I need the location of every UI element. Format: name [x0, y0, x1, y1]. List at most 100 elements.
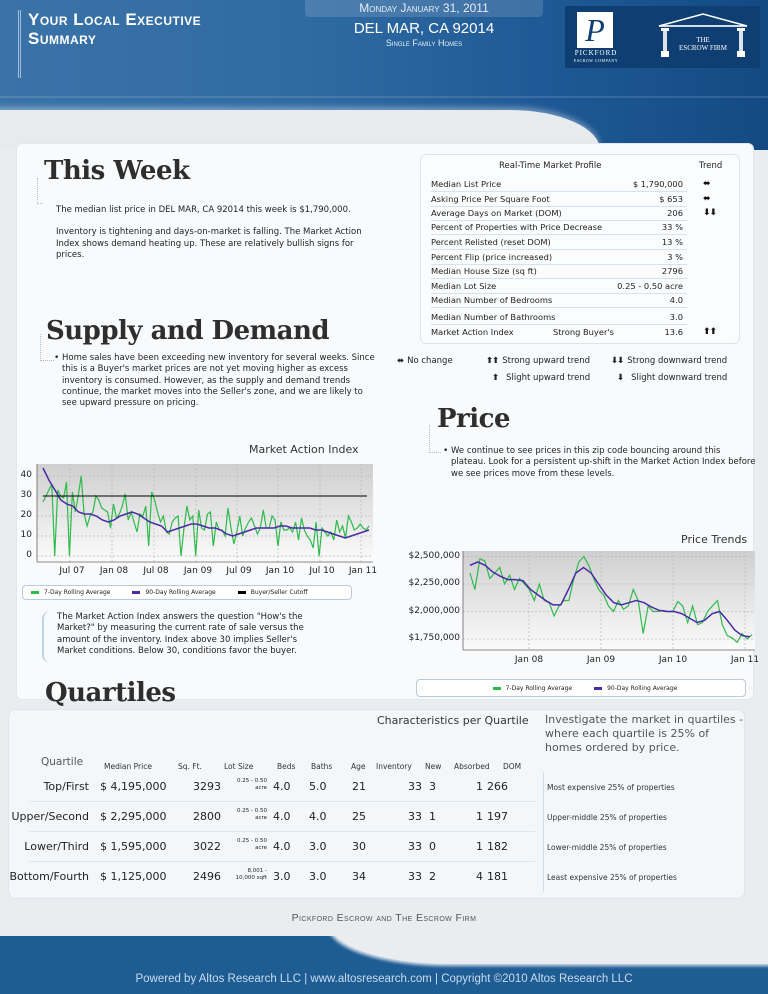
mai-x-tick: Jul 09	[226, 566, 252, 576]
absorbed: 1	[476, 810, 483, 823]
dom: 197	[487, 810, 508, 823]
inventory: 33	[408, 810, 422, 823]
profile-row: Asking Price Per Square Foot $ 653	[431, 193, 687, 207]
quartiles-title: Quartiles	[45, 678, 176, 708]
trend-arrow-icon: ⬇⬇	[703, 208, 717, 218]
price-bracket	[429, 425, 441, 453]
baths: 3.0	[309, 840, 327, 853]
profile-value: 206	[667, 208, 683, 218]
quartile-row: Top/First $ 4,195,000 3293 4.0 5.0 21 33 3 1 266 0…	[29, 772, 535, 802]
powered-by-text: Powered by Altos Research LLC | www.alto…	[135, 973, 633, 985]
report-header: Your Local Executive Summary Monday Janu…	[0, 0, 768, 150]
mai-x-tick: Jul 10	[309, 566, 335, 576]
baths: 3.0	[309, 870, 327, 883]
lot-size: 0.25 - 0.50 acre	[237, 778, 267, 791]
legend-slight-up: ⬆ Slight upward trend	[492, 373, 591, 383]
report-title-line1: Your Local Executive	[28, 10, 202, 29]
legend-7day-price: 7-Day Rolling Average	[492, 685, 572, 692]
median-price: $ 2,295,000	[100, 810, 167, 823]
quartile-column-header: Absorbed	[454, 762, 490, 771]
quartile-column-header: Sq. Ft.	[178, 762, 202, 771]
legend-90day-price: 90-Day Rolling Average	[594, 685, 677, 692]
legend-no-change: ⬌ No change	[397, 356, 453, 366]
profile-label: Median List Price	[431, 179, 502, 189]
legend-slight-down: ⬇ Slight downward trend	[617, 373, 728, 383]
age: 21	[352, 780, 366, 793]
report-title: Your Local Executive Summary	[18, 10, 201, 78]
profile-value: 3.0	[669, 312, 683, 322]
age: 34	[352, 870, 366, 883]
header-band	[0, 96, 768, 98]
page-footer: Powered by Altos Research LLC | www.alto…	[0, 936, 768, 994]
profile-row: Median List Price $ 1,790,000	[431, 178, 687, 192]
mai-y-tick: 10	[20, 530, 32, 540]
quartile-column-header: Lot Size	[224, 762, 254, 771]
supply-demand-title: Supply and Demand	[46, 316, 330, 346]
pickford-logo-icon: P	[577, 12, 613, 48]
mai-chart-title: Market Action Index	[249, 443, 359, 456]
baths: 4.0	[309, 810, 327, 823]
new: 3	[429, 780, 436, 793]
trend-arrow-icon: ⬌	[703, 179, 710, 189]
mai-x-tick: Jan 09	[183, 566, 213, 576]
dom: 266	[487, 780, 508, 793]
profile-label: Market Action Index	[431, 327, 514, 337]
profile-value: 33 %	[661, 222, 683, 232]
profile-label: Median House Size (sq ft)	[431, 266, 537, 276]
mai-x-tick: Jan 10	[265, 566, 295, 576]
escrow-firm-text-wrap: THE ESCROW FIRM	[655, 12, 751, 62]
quartile-row: Lower/Third $ 1,595,000 3022 4.0 3.0 30 33 0 1 18…	[24, 832, 535, 862]
beds: 4.0	[273, 780, 291, 793]
pickford-logo-text: PICKFORD ESCROW COMPANY	[573, 49, 619, 64]
quartile-description: Most expensive 25% of properties	[547, 783, 675, 792]
mai-y-tick: 30	[20, 490, 32, 500]
black-swatch-icon	[237, 591, 246, 594]
supply-demand-text: Home sales have been exceeding new inven…	[54, 353, 378, 409]
profile-label: Asking Price Per Square Foot	[431, 194, 550, 204]
quartile-name: Lower/Third	[24, 840, 89, 853]
quartiles-intro: Investigate the market in quartiles - wh…	[545, 713, 744, 754]
mai-note-text: The Market Action Index answers the ques…	[57, 612, 304, 656]
profile-label: Median Lot Size	[431, 281, 497, 291]
quartiles-chart-title: Characteristics per Quartile	[377, 714, 529, 727]
new: 0	[429, 840, 436, 853]
sq-ft: 3022	[193, 840, 221, 853]
purple-swatch-icon	[132, 591, 141, 594]
mai-chart-legend: 7-Day Rolling Average 90-Day Rolling Ave…	[22, 585, 352, 600]
profile-value: 3 %	[667, 252, 683, 262]
quartile-row: Upper/Second $ 2,295,000 2800 4.0 4.0 25 33 1 1 1…	[12, 802, 535, 832]
market-profile-title: Real-Time Market Profile	[499, 161, 602, 171]
profile-row: Market Action Index Strong Buyer's 13.6	[431, 326, 687, 340]
profile-value: 13 %	[661, 237, 683, 247]
profile-row: Median House Size (sq ft) 2796	[431, 265, 687, 279]
profile-value: 4.0	[669, 295, 683, 305]
sponsor-logos: P PICKFORD ESCROW COMPANY THE ESCROW FIR…	[565, 6, 760, 68]
slight-down-icon: ⬇	[617, 373, 624, 383]
green-swatch-icon	[492, 686, 501, 690]
profile-row: Percent of Properties with Price Decreas…	[431, 221, 687, 235]
dom: 182	[487, 840, 508, 853]
quartile-column-header: Baths	[311, 762, 333, 771]
profile-value: 2796	[661, 266, 683, 276]
price-y-tick: $2,000,000	[408, 605, 460, 616]
price-chart-legend: 7-Day Rolling Average 90-Day Rolling Ave…	[416, 679, 746, 697]
absorbed: 4	[476, 870, 483, 883]
escrow-firm-text: THE ESCROW FIRM	[679, 36, 727, 52]
this-week-text: The median list price in DEL MAR, CA 920…	[56, 205, 366, 261]
firm-credit: Pickford Escrow and The Escrow Firm	[291, 912, 477, 924]
profile-label: Average Days on Market (DOM)	[431, 208, 562, 218]
profile-qualifier: Strong Buyer's	[553, 327, 614, 337]
quartiles-divider	[543, 772, 544, 892]
price-chart	[462, 551, 755, 651]
new: 1	[429, 810, 436, 823]
mai-x-tick: Jul 07	[59, 566, 85, 576]
mai-note-brace	[42, 611, 50, 663]
absorbed: 1	[476, 840, 483, 853]
sq-ft: 2496	[193, 870, 221, 883]
mai-chart	[36, 464, 373, 563]
beds: 4.0	[273, 840, 291, 853]
baths: 5.0	[309, 780, 327, 793]
trend-arrow-icon: ⬌	[703, 194, 710, 204]
quartile-name: Top/First	[43, 780, 89, 793]
legend-strong-up: ⬆⬆ Strong upward trend	[486, 356, 591, 366]
